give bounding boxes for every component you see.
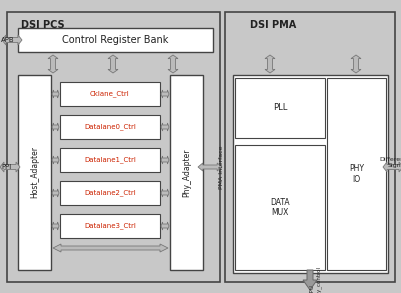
Text: PLL: PLL: [272, 103, 286, 113]
Bar: [60, 115, 160, 139]
Polygon shape: [0, 162, 20, 172]
Text: APB: APB: [1, 37, 14, 43]
Bar: [18, 28, 213, 52]
Bar: [235, 145, 324, 270]
Text: PMA Interface: PMA Interface: [219, 145, 224, 189]
Text: Datalane0_Ctrl: Datalane0_Ctrl: [84, 124, 136, 130]
Polygon shape: [302, 270, 316, 290]
Text: Datalane2_Ctrl: Datalane2_Ctrl: [84, 190, 136, 196]
Bar: [60, 214, 160, 238]
Bar: [235, 78, 324, 138]
Text: Datalane3_Ctrl: Datalane3_Ctrl: [84, 223, 136, 229]
Text: Cklane_Ctrl: Cklane_Ctrl: [90, 91, 130, 97]
Polygon shape: [160, 123, 168, 131]
Polygon shape: [53, 244, 168, 252]
Text: Datalane1_Ctrl: Datalane1_Ctrl: [84, 157, 136, 163]
Text: DSI PCS: DSI PCS: [21, 20, 65, 30]
Bar: [326, 78, 385, 270]
Text: DATA
MUX: DATA MUX: [269, 198, 289, 217]
Polygon shape: [264, 55, 274, 73]
Polygon shape: [48, 55, 58, 73]
Bar: [18, 75, 51, 270]
Polygon shape: [2, 35, 22, 45]
Text: Differential
Signal: Differential Signal: [379, 157, 401, 168]
Polygon shape: [160, 90, 168, 98]
Polygon shape: [160, 156, 168, 164]
Polygon shape: [160, 189, 168, 197]
Text: Control Register Bank: Control Register Bank: [62, 35, 168, 45]
Polygon shape: [52, 222, 59, 230]
Polygon shape: [382, 162, 401, 172]
Polygon shape: [52, 189, 59, 197]
Polygon shape: [350, 55, 360, 73]
Bar: [7, 12, 219, 282]
Bar: [225, 12, 394, 282]
Text: PHY
IO: PHY IO: [348, 164, 363, 184]
Polygon shape: [52, 123, 59, 131]
Text: DSI PMA: DSI PMA: [249, 20, 296, 30]
Text: sCPU
phy_control: sCPU phy_control: [309, 266, 321, 293]
Bar: [60, 148, 160, 172]
Bar: [60, 181, 160, 205]
Polygon shape: [52, 90, 59, 98]
Bar: [233, 75, 387, 273]
Polygon shape: [160, 222, 168, 230]
Polygon shape: [52, 156, 59, 164]
Text: PPI: PPI: [1, 164, 11, 170]
Bar: [60, 82, 160, 106]
Text: Phy_Adapter: Phy_Adapter: [182, 148, 190, 197]
Polygon shape: [198, 163, 221, 171]
Text: Host_Adapter: Host_Adapter: [30, 146, 39, 198]
Polygon shape: [108, 55, 118, 73]
Polygon shape: [168, 55, 178, 73]
Bar: [170, 75, 203, 270]
